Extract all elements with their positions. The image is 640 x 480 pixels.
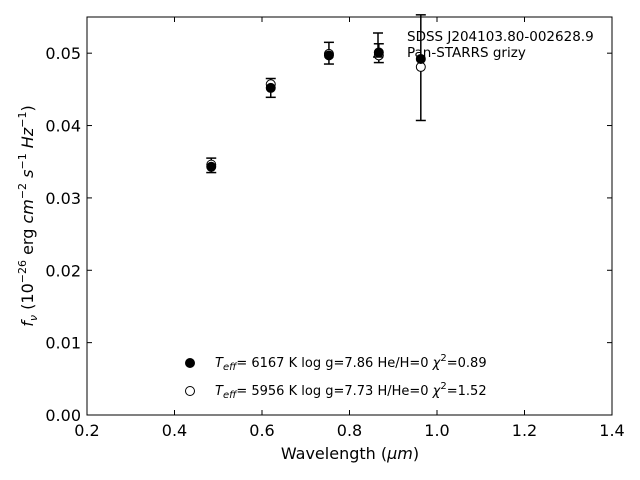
model-2-legend-text: Teff= 5956 K log g=7.73 H/He=0 χ2=1.52 <box>215 381 487 401</box>
y-tick-label: 0.02 <box>45 261 81 280</box>
x-axis-ticks: 0.2 0.4 0.6 0.8 1.0 1.2 1.4 <box>74 17 625 440</box>
model-2-legend-marker <box>185 386 195 396</box>
x-tick-label: 1.4 <box>599 421 624 440</box>
x-tick-label: 0.2 <box>74 421 99 440</box>
observed-legend: SDSS J204103.80-002628.9 Pan-STARRS griz… <box>373 29 594 61</box>
y-axis-label: fν (10−26 erg cm−2 s−1 Hz−1) <box>16 105 40 326</box>
y-axis-ticks: 0.00 0.01 0.02 0.03 0.04 0.05 <box>45 44 612 425</box>
model-1-legend-marker <box>185 358 195 368</box>
y-tick-label: 0.00 <box>45 406 81 425</box>
y-tick-label: 0.03 <box>45 189 81 208</box>
model-1-point <box>373 47 384 58</box>
x-tick-label: 0.4 <box>162 421 187 440</box>
observed-legend-name: SDSS J204103.80-002628.9 <box>407 29 594 45</box>
model-1-point <box>323 50 334 61</box>
model-1-point <box>415 53 426 64</box>
model-1-point <box>206 161 217 172</box>
model-legend: Teff= 6167 K log g=7.86 He/H=0 χ2=0.89 T… <box>185 353 487 401</box>
data-points <box>206 14 426 174</box>
y-tick-label: 0.05 <box>45 44 81 63</box>
x-tick-label: 1.2 <box>512 421 537 440</box>
plot-area <box>86 16 613 416</box>
y-tick-label: 0.04 <box>45 117 81 136</box>
y-tick-label: 0.01 <box>45 334 81 353</box>
x-tick-label: 0.6 <box>249 421 274 440</box>
observed-legend-filters: Pan-STARRS grizy <box>407 45 526 61</box>
x-tick-label: 0.8 <box>337 421 362 440</box>
model-1-point <box>265 82 276 93</box>
x-axis-label: Wavelength (μm) <box>281 444 419 463</box>
model-1-legend-text: Teff= 6167 K log g=7.86 He/H=0 χ2=0.89 <box>215 353 487 373</box>
x-tick-label: 1.0 <box>424 421 449 440</box>
